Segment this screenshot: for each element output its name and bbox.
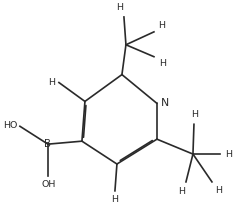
Text: H: H (117, 3, 124, 12)
Text: H: H (191, 110, 198, 119)
Text: H: H (159, 59, 166, 68)
Text: H: H (178, 187, 185, 196)
Text: B: B (44, 139, 51, 149)
Text: H: H (225, 150, 232, 159)
Text: HO: HO (3, 121, 17, 130)
Text: H: H (215, 186, 222, 195)
Text: H: H (48, 78, 55, 86)
Text: H: H (159, 21, 166, 30)
Text: H: H (111, 195, 118, 204)
Text: N: N (161, 98, 169, 108)
Text: OH: OH (41, 180, 55, 189)
